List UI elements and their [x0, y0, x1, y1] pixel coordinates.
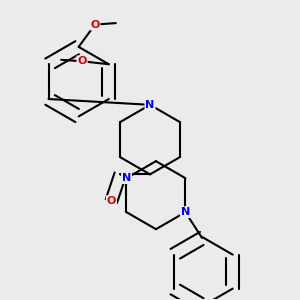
Text: N: N — [181, 207, 190, 217]
Text: N: N — [146, 100, 154, 110]
Text: O: O — [107, 196, 116, 206]
Text: N: N — [122, 173, 131, 183]
Text: O: O — [77, 56, 87, 66]
Text: O: O — [90, 20, 100, 30]
